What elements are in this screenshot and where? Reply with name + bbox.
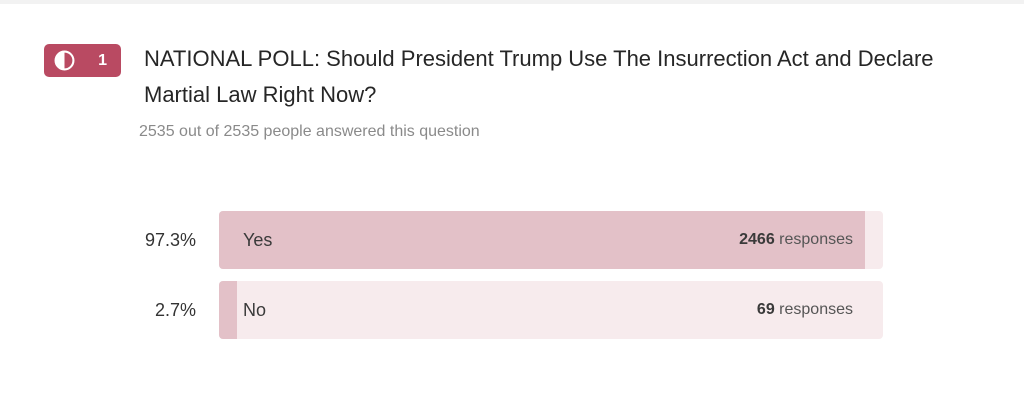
question-title: NATIONAL POLL: Should President Trump Us… bbox=[144, 46, 934, 107]
result-bar-fill bbox=[219, 281, 237, 339]
result-count-number: 2466 bbox=[739, 231, 775, 248]
result-row-no: 2.7% No 69 responses bbox=[0, 281, 1024, 339]
result-count-number: 69 bbox=[756, 301, 775, 318]
result-percent: 97.3% bbox=[144, 230, 196, 250]
result-percent: 2.7% bbox=[154, 300, 196, 320]
half-circle-icon bbox=[54, 50, 75, 71]
result-count-suffix: responses bbox=[779, 301, 853, 318]
result-bar-fill bbox=[219, 211, 866, 269]
result-response-count: 2466 responses bbox=[739, 211, 853, 269]
answered-summary: 2535 out of 2535 people answered this qu… bbox=[139, 123, 480, 140]
result-row-yes: 97.3% Yes 2466 responses bbox=[0, 211, 1024, 269]
question-number: 1 bbox=[98, 51, 107, 69]
result-option-label: No bbox=[243, 300, 267, 320]
result-response-count: 69 responses bbox=[757, 281, 853, 339]
question-number-badge: 1 bbox=[44, 44, 121, 77]
question-card: 1 NATIONAL POLL: Should President Trump … bbox=[0, 4, 1024, 419]
result-count-suffix: responses bbox=[779, 231, 853, 248]
result-option-label: Yes bbox=[243, 230, 273, 250]
result-bar: Yes 2466 responses bbox=[219, 211, 883, 269]
result-bar: No 69 responses bbox=[219, 281, 883, 339]
